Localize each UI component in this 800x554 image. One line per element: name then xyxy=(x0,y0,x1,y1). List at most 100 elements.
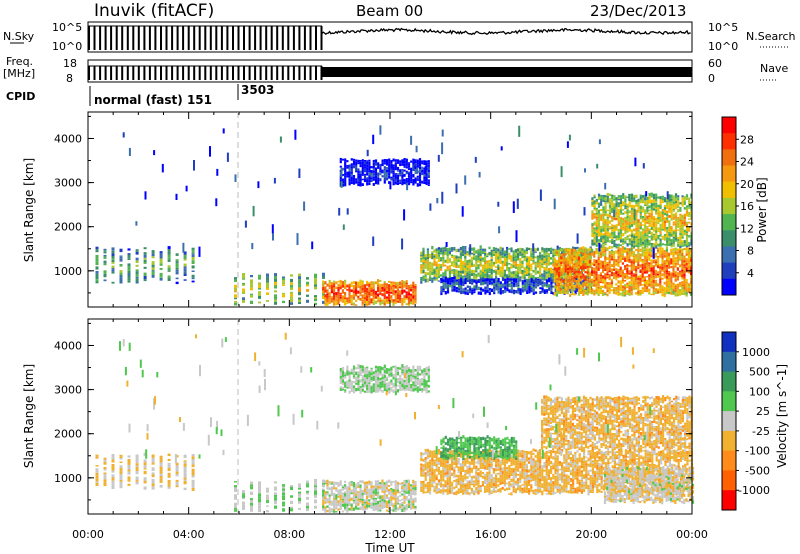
velocity-echo-cell-0 xyxy=(127,476,131,480)
power-echo-cell-4 xyxy=(493,283,496,287)
power-echo-cell-4 xyxy=(444,276,447,280)
power-echo-cell-2 xyxy=(363,284,366,287)
power-echo-cell-7 xyxy=(414,165,417,168)
y-tick-label: 4000 xyxy=(54,132,82,145)
power-echo-cell-6 xyxy=(591,205,594,207)
power-echo-cell-2 xyxy=(392,299,395,301)
power-echo-cell-3 xyxy=(429,255,432,259)
power-echo-cell-6 xyxy=(611,238,614,241)
power-echo-cell-5 xyxy=(573,252,576,256)
power-echo-cell-5 xyxy=(597,291,600,294)
power-echo-cell-5 xyxy=(577,266,580,268)
velocity-echo-cell-2 xyxy=(355,496,358,498)
power-echo-cell-3 xyxy=(455,273,458,276)
power-echo-cell-0 xyxy=(191,274,195,278)
power-echo-cell-2 xyxy=(368,282,371,284)
power-echo-cell-3 xyxy=(448,270,451,272)
power-echo-cell-6 xyxy=(619,209,623,212)
power-echo-cell-5 xyxy=(674,264,677,266)
power-echo-cell-5 xyxy=(558,271,561,274)
power-echo-cell-2 xyxy=(412,295,415,299)
power-echo-cell-6 xyxy=(652,233,656,236)
power-echo-cell-5 xyxy=(617,246,620,249)
power-echo-cell-6 xyxy=(597,239,601,242)
velocity-echo-cell-1 xyxy=(266,501,269,504)
power-echo-cell-1 xyxy=(234,287,237,291)
freq-tick-bottom: 8 xyxy=(66,72,73,85)
power-echo-cell-0 xyxy=(183,263,187,267)
power-echo-cell-4 xyxy=(543,282,546,285)
power-echo-cell-5 xyxy=(580,287,583,289)
power-echo-cell-5 xyxy=(599,249,602,252)
power-echo-cell-5 xyxy=(679,275,682,278)
power-echo-cell-7 xyxy=(410,170,413,172)
power-echo-cell-1 xyxy=(274,281,277,286)
power-echo-cell-4 xyxy=(534,291,538,294)
power-echo-cell-3 xyxy=(490,259,493,261)
power-echo-cell-4 xyxy=(574,291,577,295)
freq-pulse xyxy=(154,66,157,80)
power-echo-cell-6 xyxy=(595,209,598,212)
power-echo-cell-5 xyxy=(639,270,642,273)
power-scatter-cell xyxy=(515,230,518,243)
power-echo-cell-5 xyxy=(608,268,611,271)
velocity-echo-cell-2 xyxy=(355,489,358,491)
velocity-echo-cell-0 xyxy=(167,472,171,475)
power-echo-cell-6 xyxy=(628,243,631,246)
power-echo-cell-5 xyxy=(632,259,635,263)
power-echo-cell-6 xyxy=(690,210,693,215)
power-echo-cell-1 xyxy=(314,297,317,299)
power-echo-cell-2 xyxy=(377,296,380,300)
power-echo-cell-7 xyxy=(344,179,347,183)
velocity-echo-cell-2 xyxy=(363,492,366,495)
nsky-panel: N.Sky 10^5 10^0 10^5 10^0 N.Search xyxy=(3,21,796,53)
velocity-echo-cell-1 xyxy=(314,501,317,504)
power-echo-cell-5 xyxy=(606,265,609,269)
power-echo-cell-5 xyxy=(569,281,572,283)
power-echo-cell-5 xyxy=(690,293,693,296)
velocity-echo-cell-0 xyxy=(119,458,123,460)
power-echo-cell-6 xyxy=(685,233,689,235)
power-echo-cell-7 xyxy=(346,165,349,167)
power-echo-cell-3 xyxy=(495,260,498,265)
power-echo-cell-6 xyxy=(604,243,607,246)
power-echo-cell-3 xyxy=(563,276,566,279)
power-echo-cell-4 xyxy=(490,283,494,286)
velocity-echo-cell-2 xyxy=(403,499,406,502)
power-echo-cell-6 xyxy=(600,213,603,215)
power-echo-cell-6 xyxy=(672,204,675,208)
power-echo-cell-4 xyxy=(442,284,445,289)
power-echo-cell-3 xyxy=(501,269,504,273)
power-echo-cell-5 xyxy=(635,276,638,281)
power-echo-cell-3 xyxy=(470,252,473,255)
velocity-echo-cell-2 xyxy=(388,505,391,508)
power-echo-cell-5 xyxy=(606,263,609,266)
power-echo-cell-3 xyxy=(508,267,511,271)
power-echo-cell-5 xyxy=(624,267,627,271)
power-echo-cell-5 xyxy=(646,289,649,293)
power-echo-cell-3 xyxy=(475,273,478,277)
power-echo-cell-3 xyxy=(545,275,548,279)
power-echo-cell-5 xyxy=(582,255,585,258)
power-echo-cell-1 xyxy=(250,293,253,296)
power-echo-cell-5 xyxy=(599,266,602,269)
power-echo-cell-5 xyxy=(617,293,620,296)
power-echo-cell-5 xyxy=(624,295,627,297)
power-echo-cell-4 xyxy=(468,289,472,292)
power-echo-cell-3 xyxy=(429,261,432,265)
power-echo-cell-7 xyxy=(359,170,362,174)
velocity-echo-cell-0 xyxy=(135,463,139,466)
power-echo-cell-5 xyxy=(663,276,666,279)
power-echo-cell-6 xyxy=(637,229,640,233)
power-echo-cell-3 xyxy=(556,248,559,251)
power-echo-cell-6 xyxy=(655,230,658,233)
power-echo-cell-6 xyxy=(639,209,642,212)
power-echo-cell-2 xyxy=(379,292,382,295)
power-scatter-cell xyxy=(498,226,501,234)
power-echo-cell-2 xyxy=(346,284,349,288)
power-echo-cell-5 xyxy=(639,280,642,285)
power-echo-cell-3 xyxy=(420,254,423,257)
power-echo-cell-3 xyxy=(444,249,447,252)
power-echo-cell-3 xyxy=(435,253,438,255)
velocity-echo-cell-2 xyxy=(388,497,391,501)
